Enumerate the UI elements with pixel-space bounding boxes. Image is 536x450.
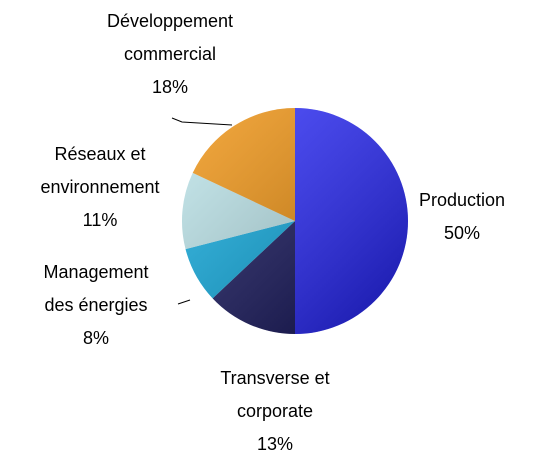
value-label: 50% <box>443 223 481 243</box>
value-label: 13% <box>256 434 294 450</box>
shading <box>182 108 408 334</box>
slice-label: Production 50% <box>392 184 532 250</box>
slice-label: Développement commercial 18% <box>98 5 243 104</box>
category-label: Production <box>418 190 506 210</box>
leader-line <box>171 117 233 126</box>
slice-label: Réseaux et environnement 11% <box>33 138 168 237</box>
category-label: Développement commercial <box>106 11 234 64</box>
leader-line <box>177 299 191 305</box>
category-label: Management des énergies <box>43 262 149 315</box>
value-label: 11% <box>82 210 118 230</box>
slice-label: Management des énergies 8% <box>34 256 159 355</box>
slice-label: Transverse et corporate 13% <box>205 362 345 450</box>
category-label: Réseaux et environnement <box>40 144 160 197</box>
value-label: 8% <box>82 328 109 348</box>
value-label: 18% <box>151 77 189 97</box>
category-label: Transverse et corporate <box>220 368 330 421</box>
